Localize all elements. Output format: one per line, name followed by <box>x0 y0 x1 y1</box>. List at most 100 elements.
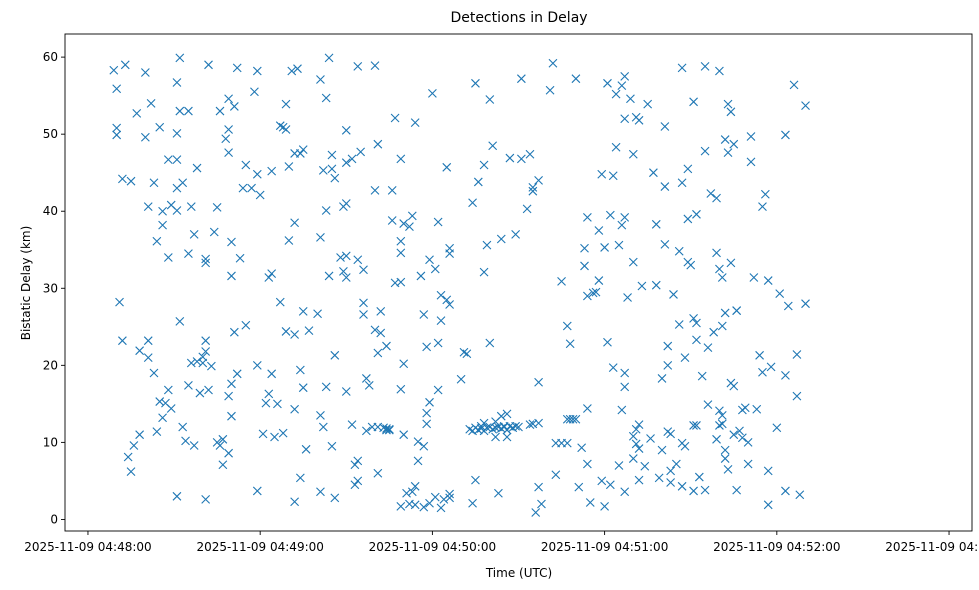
data-point <box>700 61 710 71</box>
data-point <box>330 493 340 503</box>
data-point <box>387 216 397 225</box>
data-point <box>626 94 635 104</box>
data-point <box>717 321 727 331</box>
data-point <box>445 300 455 309</box>
data-point <box>694 472 704 482</box>
data-point <box>758 202 767 211</box>
data-point <box>341 125 351 135</box>
data-point <box>697 371 707 381</box>
data-point <box>792 391 802 401</box>
data-point <box>235 253 245 263</box>
data-point <box>109 65 119 75</box>
data-point <box>198 352 208 362</box>
y-tick-label: 60 <box>43 50 58 64</box>
data-point <box>571 414 581 424</box>
data-point <box>712 248 721 258</box>
data-point <box>445 489 455 499</box>
data-point <box>666 429 676 439</box>
data-point <box>293 64 302 74</box>
data-point <box>783 301 793 311</box>
data-point <box>224 448 233 458</box>
data-point <box>318 422 328 432</box>
y-axis-label: Bistatic Delay (km) <box>19 226 33 341</box>
data-point <box>290 404 300 414</box>
data-point <box>295 365 305 375</box>
data-point <box>284 236 294 245</box>
data-point <box>422 408 432 418</box>
data-point <box>112 84 122 94</box>
data-point <box>502 409 512 419</box>
data-point <box>511 421 521 431</box>
data-point <box>120 60 130 70</box>
data-point <box>341 273 351 282</box>
data-point <box>433 385 443 395</box>
data-point <box>146 98 156 108</box>
data-point <box>634 475 644 485</box>
data-point <box>166 404 176 413</box>
data-point <box>172 155 182 164</box>
data-point <box>781 130 790 140</box>
data-point <box>361 374 371 383</box>
data-point <box>534 377 543 387</box>
data-point <box>413 456 423 466</box>
data-point <box>376 307 386 316</box>
data-point <box>620 487 630 497</box>
data-point <box>172 491 182 501</box>
data-point <box>605 480 615 490</box>
data-point <box>715 66 724 76</box>
data-point <box>471 78 480 88</box>
data-point <box>267 269 277 279</box>
data-point <box>657 374 667 383</box>
chart-title: Detections in Delay <box>450 10 587 26</box>
data-point <box>204 385 213 395</box>
data-point <box>422 419 432 429</box>
data-point <box>482 423 492 433</box>
data-point <box>163 385 173 395</box>
data-point <box>763 276 773 285</box>
data-point <box>623 293 632 302</box>
data-point <box>382 424 391 433</box>
data-point <box>201 258 211 268</box>
x-tick-label: 2025-11-09 04:48:00 <box>24 540 151 554</box>
data-point <box>163 253 173 262</box>
data-point <box>410 118 420 128</box>
data-point <box>347 420 357 430</box>
data-point <box>189 229 199 239</box>
data-point <box>186 202 196 211</box>
data-point <box>209 227 219 237</box>
data-point <box>689 486 698 496</box>
data-point <box>149 178 159 188</box>
data-point <box>143 336 153 346</box>
data-point <box>341 199 351 208</box>
data-point <box>600 243 609 252</box>
data-point <box>118 336 127 346</box>
data-point <box>298 307 308 316</box>
data-point <box>192 357 202 366</box>
data-point <box>516 154 526 164</box>
data-point <box>184 249 193 258</box>
data-point <box>425 397 434 407</box>
data-point <box>562 438 572 448</box>
data-point <box>178 422 188 432</box>
data-point <box>155 122 165 132</box>
data-point <box>651 280 661 290</box>
x-tick-label: 2025-11-09 04:53:00 <box>885 540 979 554</box>
data-point <box>370 61 380 70</box>
data-point <box>729 381 739 391</box>
data-point <box>407 487 417 497</box>
data-point <box>712 193 721 203</box>
data-point <box>184 380 193 390</box>
data-point <box>582 459 592 469</box>
data-point <box>591 287 601 297</box>
data-point <box>364 380 374 390</box>
data-point <box>330 173 340 183</box>
data-point <box>318 165 328 175</box>
data-point <box>350 460 360 470</box>
data-point <box>763 466 773 476</box>
data-point <box>215 441 225 450</box>
data-point <box>152 427 162 436</box>
data-point <box>295 473 305 483</box>
data-point <box>505 153 515 163</box>
data-point <box>399 359 409 369</box>
data-point <box>485 95 495 104</box>
